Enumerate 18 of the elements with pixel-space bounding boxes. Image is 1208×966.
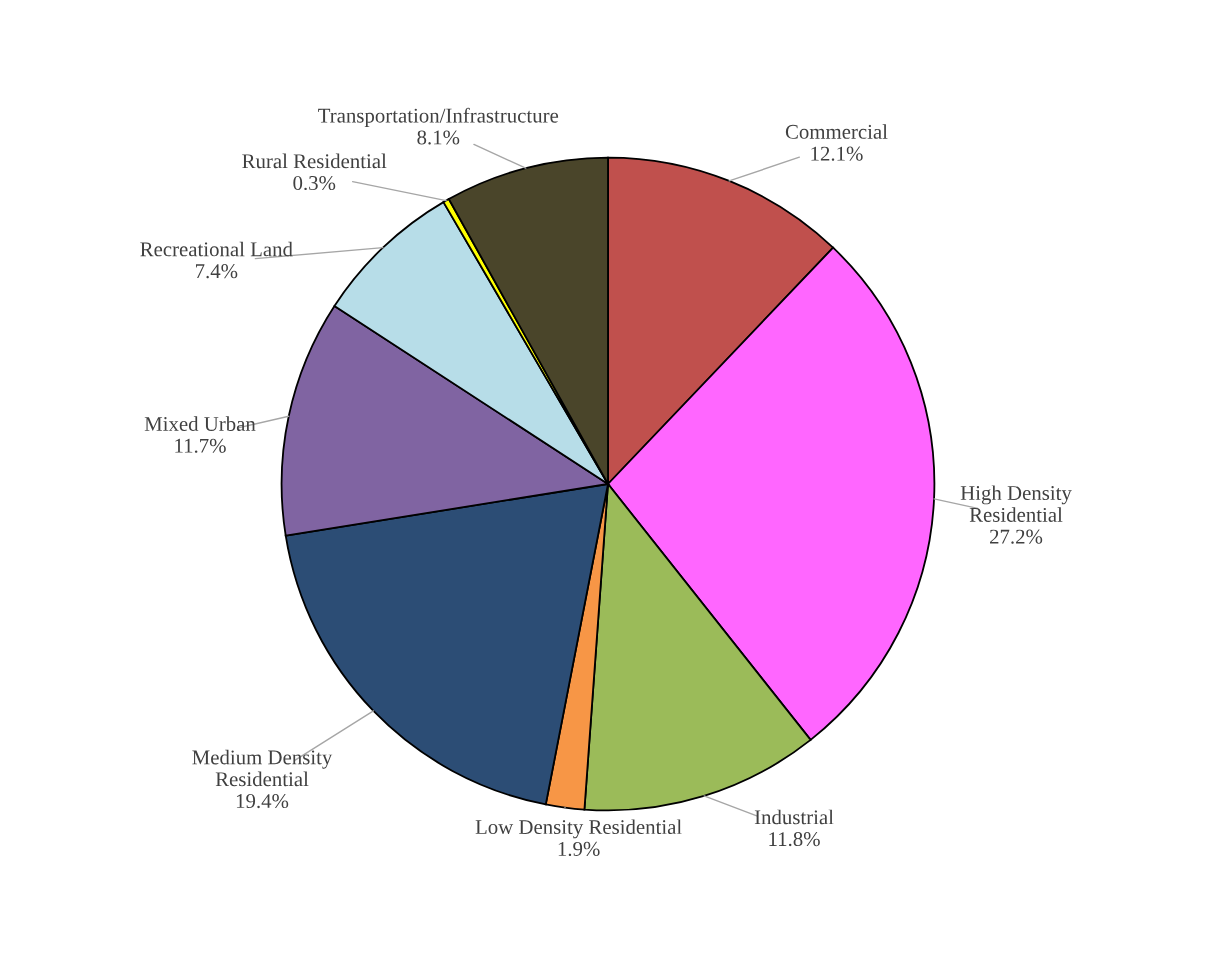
slice-label: High Density Residential [960, 485, 1072, 522]
slice-label: Industrial [754, 809, 834, 825]
data-label: 11.8% [769, 832, 820, 847]
slice-label: Recreational Land [140, 241, 293, 257]
data-label: 1.9% [558, 841, 600, 856]
slice-label: Mixed Urban [144, 416, 256, 431]
data-label: 12.1% [811, 146, 863, 161]
slice-label: Low Density Residential [475, 819, 682, 839]
data-label: 19.4% [236, 793, 289, 809]
slice-label: Transportation/Infrastructure [318, 107, 559, 127]
data-label: 8.1% [417, 130, 460, 145]
data-label: 7.4% [196, 264, 238, 279]
data-label: 11.7% [175, 438, 226, 453]
slice-label: Rural Residential [242, 153, 387, 169]
data-label: 0.3% [293, 175, 336, 191]
data-label: 27.2% [990, 529, 1043, 544]
slice-label: Medium Density Residential [192, 749, 333, 787]
slice-label: Commercial [785, 124, 888, 139]
